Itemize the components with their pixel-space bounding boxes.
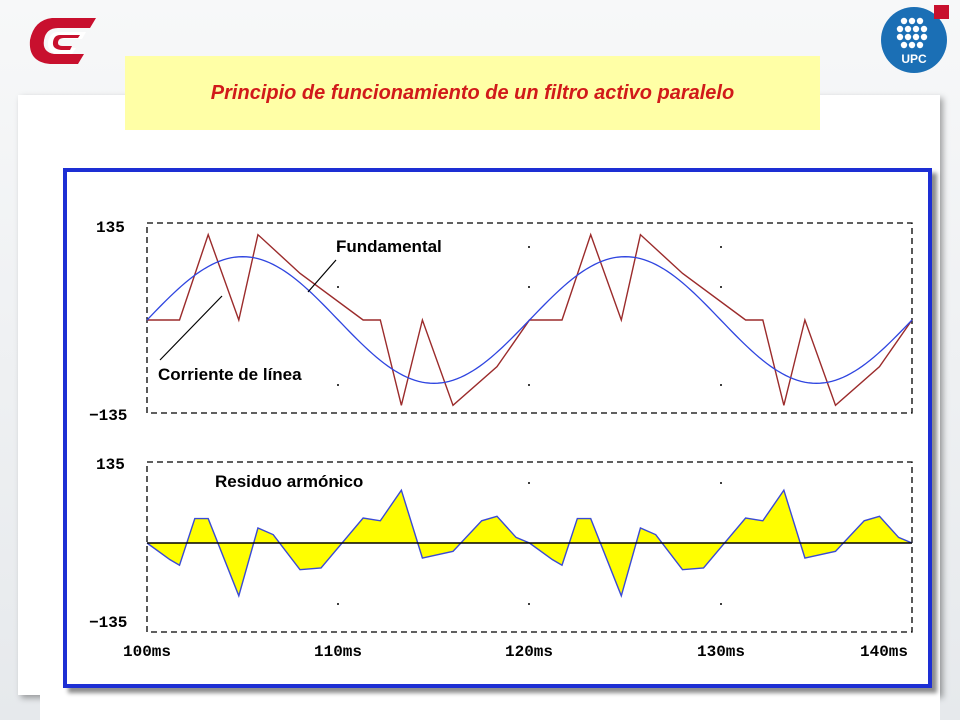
xtick-100ms: 100ms (123, 643, 171, 661)
xtick-140ms: 140ms (860, 643, 908, 661)
label-residuo-armonico: Residuo armónico (215, 472, 363, 491)
upc-logo-icon: UPC (881, 5, 949, 73)
slide-title: Principio de funcionamiento de un filtro… (210, 81, 735, 104)
leader-corriente-de-linea (159, 295, 223, 361)
grid-dot (528, 384, 530, 386)
xtick-130ms: 130ms (697, 643, 745, 661)
grid-dot (720, 603, 722, 605)
series-fundamental (146, 256, 913, 384)
chart-frame: 135 −135 135 −135 100ms 110ms 120ms 130m… (63, 168, 932, 688)
top-panel-border (146, 222, 913, 414)
grid-dot (337, 286, 339, 288)
title-box: Principio de funcionamiento de un filtro… (125, 56, 820, 130)
grid-dot (528, 286, 530, 288)
xtick-120ms: 120ms (505, 643, 553, 661)
grid-dot (720, 286, 722, 288)
harmonic-chart: 135 −135 135 −135 100ms 110ms 120ms 130m… (89, 219, 913, 661)
label-corriente-de-linea: Corriente de línea (158, 365, 302, 384)
grid-dot (337, 482, 339, 484)
grid-dot (720, 482, 722, 484)
grid-dot (337, 603, 339, 605)
bottom-ytick-max: 135 (96, 456, 125, 474)
grid-dot (528, 246, 530, 248)
grid-dots (337, 246, 722, 605)
bottom-ytick-min: −135 (89, 614, 127, 632)
cc-logo-icon (29, 18, 97, 64)
grid-dot (528, 482, 530, 484)
label-fundamental: Fundamental (336, 237, 442, 256)
bottom-panel-border (146, 461, 913, 633)
bottom-panel-series (146, 488, 913, 598)
top-ytick-min: −135 (89, 407, 127, 425)
grid-dot (720, 246, 722, 248)
top-ytick-max: 135 (96, 219, 125, 237)
upc-logo-text: UPC (901, 52, 927, 66)
top-panel-series (146, 232, 913, 407)
grid-dot (720, 384, 722, 386)
xtick-110ms: 110ms (314, 643, 362, 661)
grid-dot (337, 246, 339, 248)
grid-dot (528, 603, 530, 605)
grid-dot (337, 384, 339, 386)
leader-fundamental (307, 259, 337, 293)
